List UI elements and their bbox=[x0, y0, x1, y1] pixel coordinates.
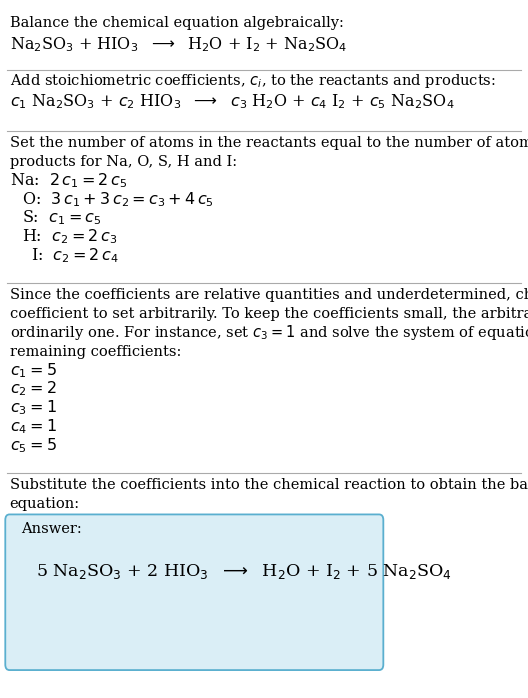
Text: O:  $3\,c_1 + 3\,c_2 = c_3 + 4\,c_5$: O: $3\,c_1 + 3\,c_2 = c_3 + 4\,c_5$ bbox=[22, 190, 214, 209]
Text: $c_5 = 5$: $c_5 = 5$ bbox=[10, 436, 56, 455]
Text: I:  $c_2 = 2\,c_4$: I: $c_2 = 2\,c_4$ bbox=[31, 246, 119, 265]
Text: $c_1 = 5$: $c_1 = 5$ bbox=[10, 361, 56, 380]
Text: Balance the chemical equation algebraically:: Balance the chemical equation algebraica… bbox=[10, 15, 343, 29]
Text: Since the coefficients are relative quantities and underdetermined, choose a: Since the coefficients are relative quan… bbox=[10, 288, 528, 302]
Text: ordinarily one. For instance, set $c_3 = 1$ and solve the system of equations fo: ordinarily one. For instance, set $c_3 =… bbox=[10, 323, 528, 342]
Text: Substitute the coefficients into the chemical reaction to obtain the balanced: Substitute the coefficients into the che… bbox=[10, 478, 528, 492]
Text: Answer:: Answer: bbox=[21, 521, 82, 535]
Text: $c_2 = 2$: $c_2 = 2$ bbox=[10, 380, 56, 399]
Text: $c_4 = 1$: $c_4 = 1$ bbox=[10, 417, 56, 436]
Text: 5 Na$_2$SO$_3$ + 2 HIO$_3$  $\longrightarrow$  H$_2$O + I$_2$ + 5 Na$_2$SO$_4$: 5 Na$_2$SO$_3$ + 2 HIO$_3$ $\longrightar… bbox=[36, 562, 452, 581]
Text: $c_1$ Na$_2$SO$_3$ + $c_2$ HIO$_3$  $\longrightarrow$  $c_3$ H$_2$O + $c_4$ I$_2: $c_1$ Na$_2$SO$_3$ + $c_2$ HIO$_3$ $\lon… bbox=[10, 92, 454, 111]
Text: H:  $c_2 = 2\,c_3$: H: $c_2 = 2\,c_3$ bbox=[22, 228, 117, 246]
FancyBboxPatch shape bbox=[5, 514, 383, 670]
Text: Na$_2$SO$_3$ + HIO$_3$  $\longrightarrow$  H$_2$O + I$_2$ + Na$_2$SO$_4$: Na$_2$SO$_3$ + HIO$_3$ $\longrightarrow$… bbox=[10, 35, 347, 54]
Text: Add stoichiometric coefficients, $c_i$, to the reactants and products:: Add stoichiometric coefficients, $c_i$, … bbox=[10, 72, 495, 90]
Text: $c_3 = 1$: $c_3 = 1$ bbox=[10, 399, 56, 417]
Text: S:  $c_1 = c_5$: S: $c_1 = c_5$ bbox=[22, 209, 101, 228]
Text: Set the number of atoms in the reactants equal to the number of atoms in the: Set the number of atoms in the reactants… bbox=[10, 136, 528, 150]
Text: Na:  $2\,c_1 = 2\,c_5$: Na: $2\,c_1 = 2\,c_5$ bbox=[10, 171, 127, 190]
Text: coefficient to set arbitrarily. To keep the coefficients small, the arbitrary va: coefficient to set arbitrarily. To keep … bbox=[10, 307, 528, 321]
Text: remaining coefficients:: remaining coefficients: bbox=[10, 345, 181, 359]
Text: products for Na, O, S, H and I:: products for Na, O, S, H and I: bbox=[10, 155, 237, 169]
Text: equation:: equation: bbox=[10, 497, 80, 511]
